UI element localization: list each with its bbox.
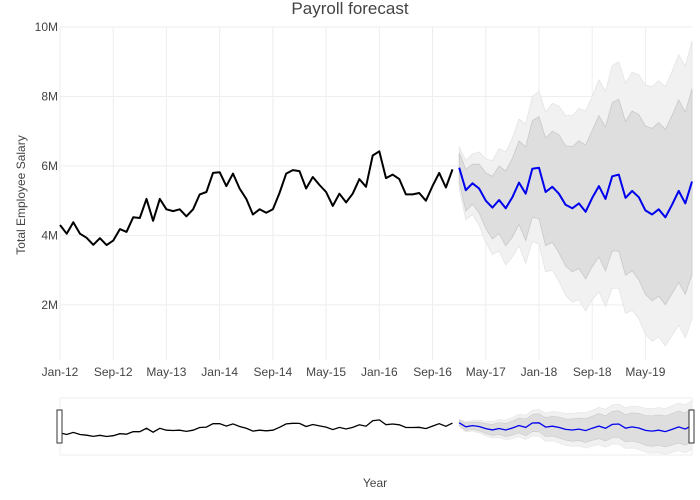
x-tick-label-2: May-13 — [146, 365, 186, 379]
y-axis-title: Total Employee Salary — [14, 135, 28, 254]
y-tick-label-3: 8M — [41, 89, 58, 103]
x-tick-labels: Jan-12 Sep-12 May-13 Jan-14 Sep-14 May-15 Jan-… — [42, 365, 666, 379]
slider-right-handle[interactable] — [688, 409, 695, 444]
y-tick-label-0: 2M — [41, 298, 58, 312]
x-tick-label-8: May-17 — [466, 365, 506, 379]
actual-series-line — [59, 150, 454, 247]
x-tick-label-0: Jan-12 — [42, 365, 79, 379]
x-tick-label-6: Jan-16 — [361, 365, 398, 379]
y-tick-label-4: 10M — [35, 20, 58, 34]
x-tick-label-9: Jan-18 — [521, 365, 558, 379]
x-tick-label-5: May-15 — [306, 365, 346, 379]
y-tick-labels: 2M 4M 6M 8M 10M — [35, 20, 58, 312]
x-tick-label-10: Sep-18 — [573, 365, 612, 379]
y-tick-label-2: 6M — [41, 159, 58, 173]
x-tick-label-4: Sep-14 — [254, 365, 293, 379]
x-tick-label-11: May-19 — [625, 365, 665, 379]
y-tick-label-1: 4M — [41, 228, 58, 242]
x-tick-label-1: Sep-12 — [94, 365, 133, 379]
forecast-uncertainty-bands — [458, 40, 693, 347]
range-slider[interactable] — [56, 397, 695, 456]
x-tick-label-7: Sep-16 — [413, 365, 452, 379]
x-tick-label-3: Jan-14 — [201, 365, 238, 379]
forecast-series-line — [458, 166, 693, 219]
series-lines — [59, 150, 693, 247]
x-axis-title: Year — [363, 476, 387, 490]
slider-left-handle[interactable] — [56, 409, 63, 444]
chart-title: Payroll forecast — [291, 0, 408, 18]
inner-confidence-band — [458, 88, 693, 306]
slider-actual-line — [59, 419, 453, 438]
slider-forecast-line — [458, 422, 693, 433]
